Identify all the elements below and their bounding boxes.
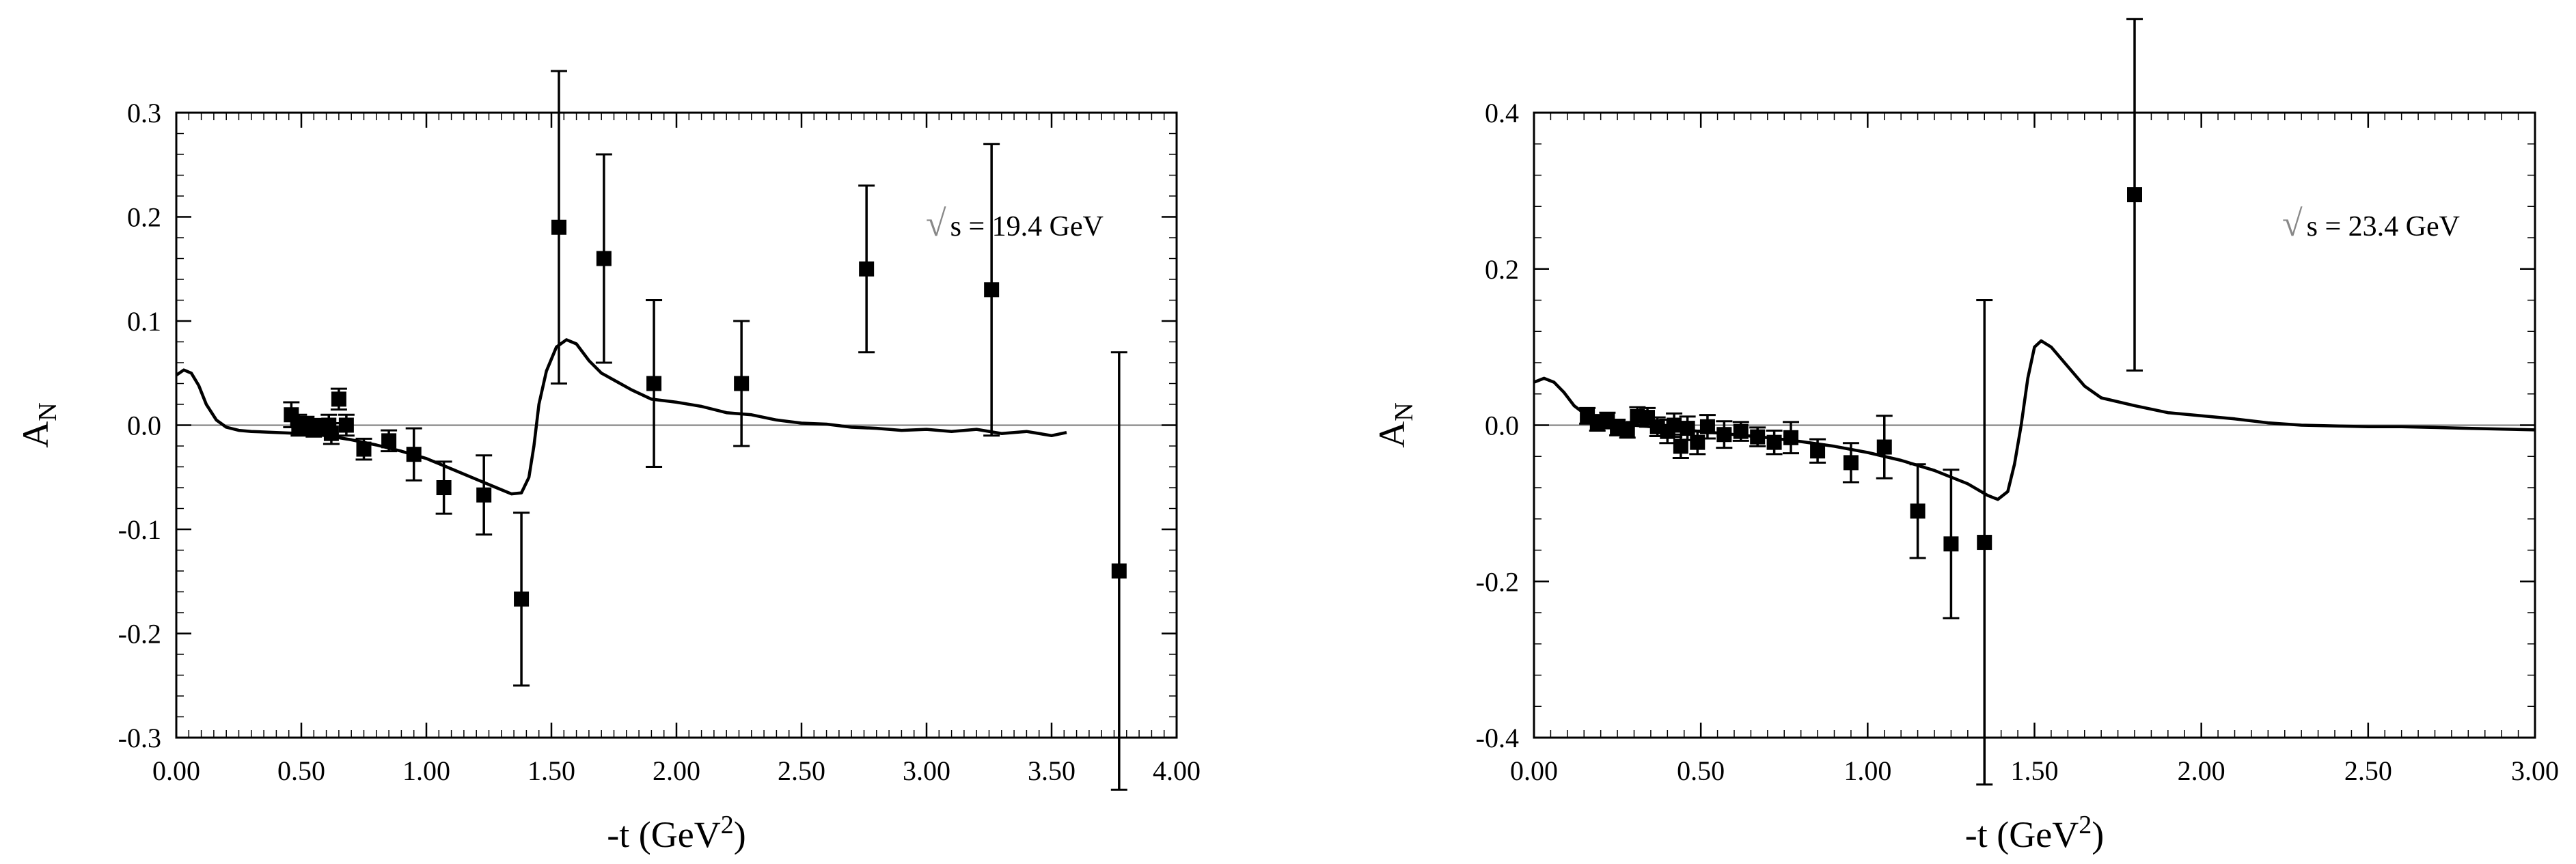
data-point xyxy=(734,376,750,391)
x-tick-label: 0.50 xyxy=(277,755,325,786)
data-point xyxy=(1750,429,1766,445)
x-tick-label: 2.00 xyxy=(653,755,700,786)
sqrt-symbol: √ xyxy=(2282,203,2303,244)
y-axis-title-main: A xyxy=(15,421,56,448)
y-tick-label: 0.3 xyxy=(127,98,161,128)
y-tick-label: 0.0 xyxy=(127,410,161,441)
x-axis-title: -t (GeV2) xyxy=(607,811,745,855)
x-axis-title-superscript: 2 xyxy=(721,811,734,839)
y-axis-title-subscript: N xyxy=(33,402,62,421)
data-point xyxy=(1876,439,1892,455)
x-axis-title: -t (GeV2) xyxy=(1965,811,2104,855)
x-axis-title-superscript: 2 xyxy=(2079,811,2092,839)
data-point xyxy=(1111,563,1127,579)
y-tick-label: 0.0 xyxy=(1485,410,1519,441)
right-panel: 0.00 0.50 1.00 1.50 2.00 2.50 3.00 -0.4 -0.2 0.0 0… xyxy=(1371,18,2559,855)
y-tick-label: 0.4 xyxy=(1485,98,1519,128)
x-tick-label: 2.50 xyxy=(778,755,825,786)
y-tick-label: -0.2 xyxy=(1476,566,1519,597)
y-axis-title-subscript: N xyxy=(1390,402,1419,421)
x-tick-label: 1.00 xyxy=(1844,755,1891,786)
data-point xyxy=(1766,434,1782,450)
data-point xyxy=(1783,430,1799,445)
energy-annotation: √ s = 19.4 GeV xyxy=(926,203,1104,244)
left-panel: 0.00 0.50 1.00 1.50 2.00 2.50 3.00 3.50 4.00 -0.3… xyxy=(15,70,1201,855)
x-axis-title-main: -t (GeV xyxy=(1965,814,2079,855)
data-point xyxy=(1843,455,1859,471)
x-tick-label: 3.00 xyxy=(2511,755,2559,786)
data-point xyxy=(323,426,339,441)
y-tick-label: 0.2 xyxy=(127,202,161,233)
x-tick-label: 2.50 xyxy=(2344,755,2392,786)
data-point xyxy=(1673,438,1688,454)
data-point xyxy=(984,282,1000,298)
x-tick-label: 2.00 xyxy=(2178,755,2225,786)
y-axis-title: AN xyxy=(1371,402,1419,447)
x-tick-label: 0.50 xyxy=(1677,755,1725,786)
y-tick-label: -0.4 xyxy=(1476,723,1519,753)
x-tick-label: 3.50 xyxy=(1028,755,1075,786)
y-tick-label: -0.2 xyxy=(118,619,161,650)
y-tick-label: -0.3 xyxy=(118,723,161,753)
data-point xyxy=(1690,434,1705,450)
energy-annotation-text: s = 19.4 GeV xyxy=(950,211,1104,242)
x-axis-title-close: ) xyxy=(734,814,746,855)
theory-curve xyxy=(175,338,1067,496)
data-point xyxy=(1810,443,1826,459)
x-tick-label: 0.00 xyxy=(152,755,200,786)
data-point xyxy=(1699,419,1715,434)
x-tick-label: 1.50 xyxy=(2011,755,2059,786)
sqrt-symbol: √ xyxy=(926,203,946,244)
data-point xyxy=(551,219,566,235)
data-point xyxy=(1910,503,1926,519)
data-point xyxy=(859,261,875,277)
data-point xyxy=(436,480,452,495)
data-point xyxy=(1619,422,1635,438)
data-point xyxy=(338,417,354,433)
data-point xyxy=(356,441,372,457)
data-point xyxy=(1667,417,1682,433)
data-point xyxy=(1943,536,1959,552)
theory-curve xyxy=(1533,339,2536,501)
x-tick-label: 0.00 xyxy=(1510,755,1558,786)
energy-annotation-text: s = 23.4 GeV xyxy=(2307,211,2460,242)
data-point xyxy=(381,433,397,449)
x-axis-title-main: -t (GeV xyxy=(607,814,720,855)
data-point xyxy=(1680,421,1695,436)
data-point xyxy=(646,376,662,391)
x-tick-label: 1.50 xyxy=(527,755,575,786)
energy-annotation: √ s = 23.4 GeV xyxy=(2282,203,2460,244)
data-point xyxy=(1977,535,1992,551)
y-axis-title-main: A xyxy=(1371,421,1412,448)
y-axis-title: AN xyxy=(15,402,62,447)
data-point xyxy=(331,391,346,407)
data-point xyxy=(596,251,612,266)
x-tick-label: 4.00 xyxy=(1153,755,1201,786)
x-axis-title-close: ) xyxy=(2092,814,2104,855)
x-tick-label: 1.00 xyxy=(402,755,450,786)
data-point xyxy=(1716,427,1732,443)
y-tick-label: -0.1 xyxy=(118,514,161,545)
y-tick-label: 0.1 xyxy=(127,306,161,337)
data-point xyxy=(2127,187,2142,203)
x-tick-label: 3.00 xyxy=(903,755,950,786)
data-point xyxy=(476,487,492,503)
data-point xyxy=(514,591,530,607)
data-point xyxy=(1733,423,1749,439)
data-point xyxy=(406,447,422,462)
y-tick-label: 0.2 xyxy=(1485,254,1519,285)
